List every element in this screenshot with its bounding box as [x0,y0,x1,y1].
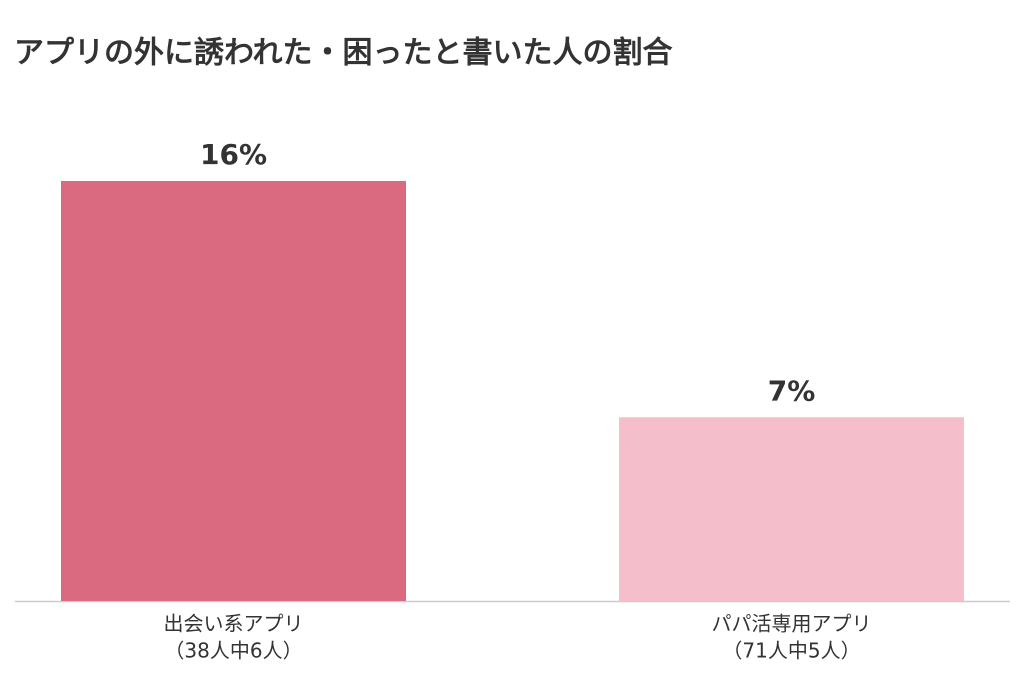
bar [61,181,406,601]
x-tick-note: （38人中6人） [164,639,302,663]
value-label: 16% [200,138,267,171]
chart-title: アプリの外に誘われた・困ったと書いた人の割合 [14,36,673,71]
x-tick-label: 出会い系アプリ [164,612,304,636]
x-tick-note: （71人中5人） [722,639,860,663]
value-label: 7% [768,374,816,407]
bar [619,417,964,601]
x-tick-label: パパ活専用アプリ [712,612,872,636]
